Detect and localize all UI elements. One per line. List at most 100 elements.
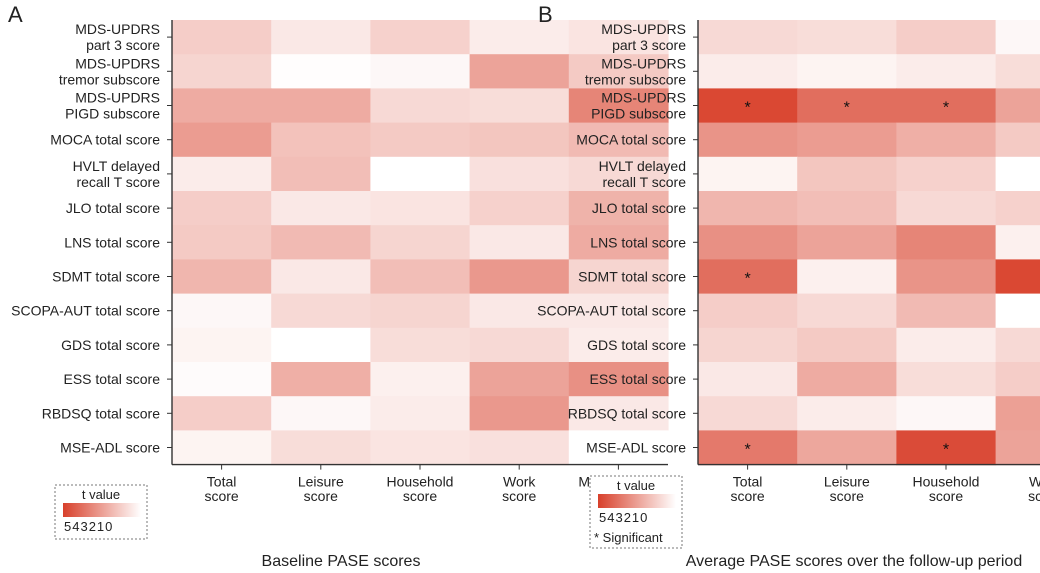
heatmap-cell bbox=[896, 20, 997, 55]
heatmap-cell bbox=[896, 88, 997, 124]
row-label: SCOPA-AUT total score bbox=[11, 303, 160, 319]
row-label-line: ESS total score bbox=[590, 371, 687, 387]
column-label-line: score bbox=[304, 488, 338, 504]
heatmap-cell bbox=[995, 20, 1040, 55]
heatmap-cell bbox=[469, 396, 570, 431]
heatmap-cell bbox=[995, 362, 1040, 397]
row-label: MSE-ADL score bbox=[60, 440, 160, 456]
heatmap-cell bbox=[469, 293, 570, 329]
heatmap-cell bbox=[568, 362, 669, 397]
heatmap-cell bbox=[797, 54, 897, 89]
column-label: Total score bbox=[204, 474, 238, 505]
heatmap-cell bbox=[271, 430, 371, 466]
heatmap-cell bbox=[995, 396, 1040, 431]
column-label-line: score bbox=[830, 488, 864, 504]
significance-marker: * bbox=[744, 271, 750, 288]
heatmap-cell bbox=[172, 54, 272, 89]
heatmap-cell bbox=[698, 396, 798, 431]
heatmap-cell bbox=[271, 156, 371, 192]
column-label-line: Work bbox=[503, 474, 536, 490]
row-label-line: MDS-UPDRS bbox=[75, 55, 160, 71]
heatmap-cell bbox=[995, 259, 1040, 295]
heatmap-cell bbox=[797, 122, 897, 158]
row-label-line: MDS-UPDRS bbox=[601, 21, 686, 37]
heatmap-cell bbox=[797, 362, 897, 397]
heatmap-cell bbox=[469, 20, 570, 55]
heatmap-cell bbox=[370, 293, 471, 329]
panel-b-legend: t value 543210 * Significant bbox=[589, 475, 683, 549]
row-label-line: HVLT delayed bbox=[73, 158, 160, 174]
row-label: MSE-ADL score bbox=[586, 440, 686, 456]
heatmap-cell bbox=[896, 396, 997, 431]
row-label: GDS total score bbox=[61, 337, 160, 353]
heatmap-cell bbox=[995, 156, 1040, 192]
heatmap-cell bbox=[568, 54, 669, 89]
heatmap-cell bbox=[698, 327, 798, 363]
panel-a-letter: A bbox=[8, 2, 23, 27]
heatmap-cell bbox=[698, 122, 798, 158]
row-label-line: tremor subscore bbox=[585, 71, 686, 87]
heatmap-cell bbox=[698, 430, 798, 466]
heatmap-cell bbox=[469, 191, 570, 226]
significance-marker: * bbox=[744, 442, 750, 459]
heatmap-cell bbox=[271, 191, 371, 226]
heatmap-cell bbox=[271, 20, 371, 55]
legend-ticks: 543210 bbox=[599, 510, 648, 525]
row-label: MDS-UPDRS PIGD subscore bbox=[65, 90, 160, 122]
column-label-line: score bbox=[730, 488, 764, 504]
heatmap-cell bbox=[172, 396, 272, 431]
heatmap-cell bbox=[469, 430, 570, 466]
row-label-line: MDS-UPDRS bbox=[601, 90, 686, 106]
column-label-line: Leisure bbox=[298, 474, 344, 490]
heatmap-cell bbox=[172, 293, 272, 329]
heatmap-cell bbox=[797, 396, 897, 431]
heatmap-cell bbox=[370, 362, 471, 397]
heatmap-cell bbox=[370, 396, 471, 431]
row-label: GDS total score bbox=[587, 337, 686, 353]
row-label: RBDSQ total score bbox=[42, 405, 160, 421]
heatmap-cell bbox=[698, 88, 798, 124]
heatmap-cell bbox=[172, 362, 272, 397]
heatmap-cell bbox=[698, 259, 798, 295]
heatmap-cell bbox=[698, 293, 798, 329]
column-label-line: Household bbox=[387, 474, 454, 490]
column-label-line: score bbox=[403, 488, 437, 504]
row-label-line: GDS total score bbox=[61, 337, 160, 353]
heatmap-cell bbox=[896, 430, 997, 466]
heatmap-cell bbox=[172, 20, 272, 55]
heatmap-cell bbox=[172, 430, 272, 466]
row-label-line: SCOPA-AUT total score bbox=[537, 303, 686, 319]
legend-title: t value bbox=[82, 487, 120, 502]
heatmap-cell bbox=[469, 156, 570, 192]
row-label-line: MOCA total score bbox=[576, 132, 686, 148]
heatmap-cell bbox=[995, 293, 1040, 329]
heatmap-cell bbox=[271, 54, 371, 89]
row-label-line: MSE-ADL score bbox=[586, 440, 686, 456]
row-label-line: recall T score bbox=[76, 174, 160, 190]
row-label: RBDSQ total score bbox=[568, 405, 686, 421]
panel-a-x-title: Baseline PASE scores bbox=[262, 553, 421, 570]
row-label: HVLT delayed recall T score bbox=[73, 158, 161, 190]
row-label-line: RBDSQ total score bbox=[568, 405, 686, 421]
heatmap-cell bbox=[698, 20, 798, 55]
row-label-line: JLO total score bbox=[592, 200, 686, 216]
panel-a-heatmap bbox=[172, 20, 669, 466]
heatmap-cell bbox=[469, 54, 570, 89]
column-label: Leisure score bbox=[824, 474, 870, 505]
heatmap-cell bbox=[469, 327, 570, 363]
heatmap-cell bbox=[797, 327, 897, 363]
heatmap-cell bbox=[896, 122, 997, 158]
heatmap-cell bbox=[172, 327, 272, 363]
panel-a-axes bbox=[167, 20, 668, 470]
heatmap-cell bbox=[995, 88, 1040, 124]
heatmap-cell bbox=[370, 122, 471, 158]
heatmap-cell bbox=[568, 122, 669, 158]
column-label-line: Household bbox=[913, 474, 980, 490]
row-label: MOCA total score bbox=[576, 132, 686, 148]
heatmap-cell bbox=[568, 259, 669, 295]
column-label-line: Total bbox=[733, 474, 763, 490]
heatmap-cell bbox=[172, 225, 272, 260]
